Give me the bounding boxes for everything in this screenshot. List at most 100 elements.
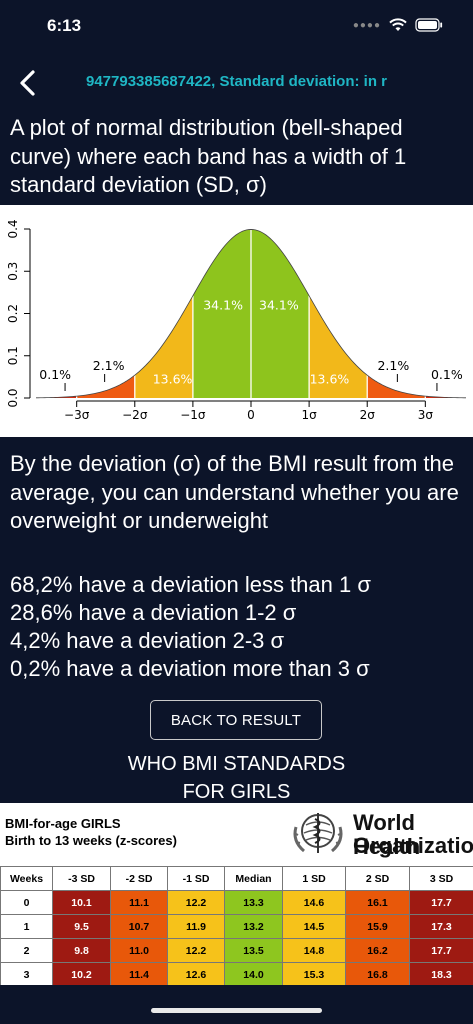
band-area-0 <box>36 396 77 398</box>
nav-title: 947793385687422, Standard deviation: in … <box>86 73 387 90</box>
table-cell: 14.6 <box>282 890 346 915</box>
table-cell: 14.0 <box>224 962 283 985</box>
table-cell: 13.2 <box>224 914 283 939</box>
bell-curve <box>35 229 467 399</box>
band-percent-label: 0.1% <box>431 367 463 382</box>
table-cell: 11.1 <box>110 890 168 915</box>
table-row: 0 10.1 11.1 12.2 13.3 14.6 16.1 17.7 <box>0 890 473 915</box>
table-cell: 12.2 <box>167 938 225 963</box>
who-table-subcaption: Birth to 13 weeks (z-scores) <box>5 833 177 848</box>
table-cell: 11.9 <box>167 914 225 939</box>
who-bmi-table-image: BMI-for-age GIRLS Birth to 13 weeks (z-s… <box>0 803 473 985</box>
table-cell: 15.3 <box>282 962 346 985</box>
header-median: Median <box>224 866 283 891</box>
header-weeks: Weeks <box>0 866 53 891</box>
y-tick-label: 0.2 <box>6 304 20 323</box>
table-cell: 16.8 <box>345 962 410 985</box>
signal-icon: ●●●● <box>352 19 381 31</box>
header-plus-2sd: 2 SD <box>345 866 410 891</box>
table-cell: 0 <box>0 890 53 915</box>
band-area-6 <box>367 375 426 398</box>
status-icons: ●●●● <box>353 18 443 32</box>
table-cell: 16.1 <box>345 890 410 915</box>
table-row: 1 9.5 10.7 11.9 13.2 14.5 15.9 17.3 <box>0 914 473 939</box>
band-percent-label: 2.1% <box>377 358 409 373</box>
table-cell: 13.5 <box>224 938 283 963</box>
band-area-1 <box>76 375 135 398</box>
table-cell: 14.8 <box>282 938 346 963</box>
table-cell: 10.1 <box>52 890 111 915</box>
band-percent-label: 0.1% <box>39 367 71 382</box>
header-minus-3sd: -3 SD <box>52 866 111 891</box>
table-cell: 12.6 <box>167 962 225 985</box>
who-title-line-1: WHO BMI STANDARDS <box>127 753 346 775</box>
table-cell: 2 <box>0 938 53 963</box>
x-tick-label: −3σ <box>64 408 90 422</box>
normal-distribution-chart: 0.0 0.1 0.2 0.3 0.4 −3σ −2σ −1σ 0 1σ 2σ 3σ 34.1% 34.1… <box>0 205 473 437</box>
x-tick-label: 1σ <box>301 408 317 422</box>
navigation-bar: 947793385687422, Standard deviation: in … <box>0 54 473 112</box>
y-tick-label: 0.4 <box>6 219 20 238</box>
table-cell: 9.8 <box>52 938 111 963</box>
band-area-7 <box>425 396 466 398</box>
deviation-line-4: 0,2% have a deviation more than 3 σ <box>10 656 370 681</box>
table-cell: 12.2 <box>167 890 225 915</box>
who-org-name-line-2: Organization <box>353 833 473 858</box>
table-row: 2 9.8 11.0 12.2 13.5 14.8 16.2 17.7 <box>0 938 473 963</box>
back-to-result-button[interactable]: BACK TO RESULT <box>150 700 322 740</box>
table-cell: 18.3 <box>409 962 473 985</box>
distribution-heading: A plot of normal distribution (bell-shap… <box>10 115 407 197</box>
table-cell: 15.9 <box>345 914 410 939</box>
band-area-4 <box>251 229 310 398</box>
who-title-line-2: FOR GIRLS <box>182 781 291 803</box>
deviation-line-3: 4,2% have a deviation 2-3 σ <box>10 628 285 653</box>
who-table-header-row: Weeks -3 SD -2 SD -1 SD Median 1 SD 2 SD… <box>0 866 473 891</box>
band-percent-label: 34.1% <box>259 297 299 312</box>
chart-svg: 0.0 0.1 0.2 0.3 0.4 −3σ −2σ −1σ 0 1σ 2σ 3σ 34.1% 34.1… <box>6 219 467 422</box>
y-tick-label: 0.1 <box>6 346 20 365</box>
who-org-name-line-1: World Health <box>353 810 421 859</box>
who-table-caption: BMI-for-age GIRLS <box>5 816 121 831</box>
who-standards-title: WHO BMI STANDARDS FOR GIRLS <box>0 750 473 806</box>
back-button[interactable] <box>14 66 44 100</box>
table-cell: 11.4 <box>110 962 168 985</box>
x-tick-label: 0 <box>247 408 255 422</box>
table-row: 3 10.2 11.4 12.6 14.0 15.3 16.8 18.3 <box>0 962 473 985</box>
x-tick-label: 3σ <box>418 408 434 422</box>
x-tick-label: −2σ <box>122 408 148 422</box>
battery-icon <box>415 18 443 32</box>
table-cell: 9.5 <box>52 914 111 939</box>
table-cell: 17.7 <box>409 938 473 963</box>
header-plus-1sd: 1 SD <box>282 866 346 891</box>
x-tick-label: −1σ <box>180 408 206 422</box>
home-indicator <box>151 1008 322 1013</box>
table-cell: 17.3 <box>409 914 473 939</box>
who-bmi-table: Weeks -3 SD -2 SD -1 SD Median 1 SD 2 SD… <box>0 866 473 985</box>
x-tick-label: 2σ <box>360 408 376 422</box>
band-percent-label: 2.1% <box>93 358 125 373</box>
table-cell: 17.7 <box>409 890 473 915</box>
deviation-line-1: 68,2% have a deviation less than 1 σ <box>10 572 371 597</box>
table-cell: 13.3 <box>224 890 283 915</box>
band-area-3 <box>192 229 251 398</box>
chevron-left-icon <box>20 70 35 96</box>
deviation-line-2: 28,6% have a deviation 1-2 σ <box>10 600 297 625</box>
who-emblem-icon <box>293 813 343 853</box>
header-minus-2sd: -2 SD <box>110 866 168 891</box>
table-cell: 11.0 <box>110 938 168 963</box>
status-bar: 6:13 ●●●● <box>0 0 473 54</box>
table-cell: 14.5 <box>282 914 346 939</box>
header-minus-1sd: -1 SD <box>167 866 225 891</box>
table-cell: 1 <box>0 914 53 939</box>
header-plus-3sd: 3 SD <box>409 866 473 891</box>
band-percent-label: 34.1% <box>203 297 243 312</box>
status-time: 6:13 <box>47 16 82 35</box>
wifi-icon <box>389 18 407 31</box>
table-cell: 16.2 <box>345 938 410 963</box>
table-cell: 3 <box>0 962 53 985</box>
table-cell: 10.2 <box>52 962 111 985</box>
band-percent-label: 13.6% <box>153 372 193 387</box>
y-tick-label: 0.3 <box>6 262 20 281</box>
band-percent-label: 13.6% <box>310 372 350 387</box>
deviation-explanation: By the deviation (σ) of the BMI result f… <box>10 451 459 533</box>
